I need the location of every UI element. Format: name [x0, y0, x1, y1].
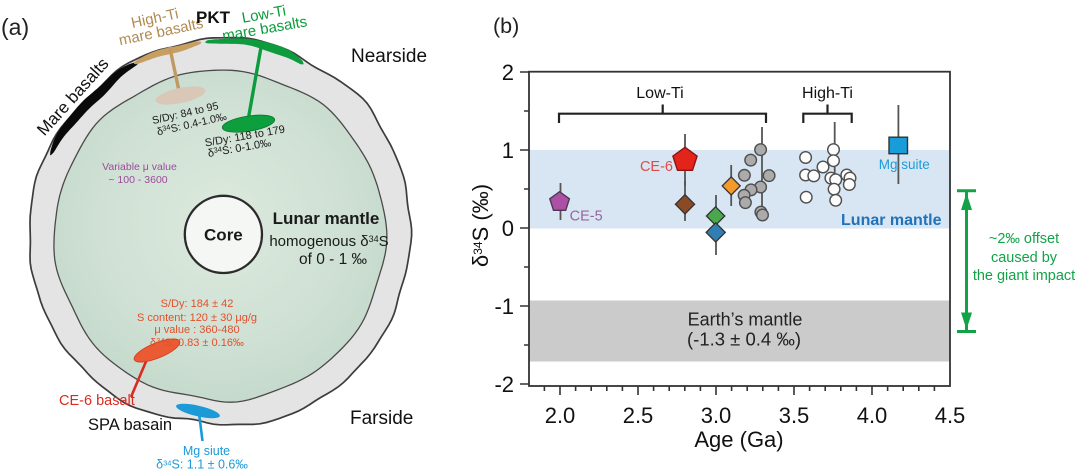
svg-text:Earth’s mantle: Earth’s mantle: [688, 310, 803, 330]
svg-text:4.0: 4.0: [857, 403, 888, 428]
svg-text:homogenous δ34S: homogenous δ34S: [269, 233, 388, 250]
svg-text:δ34S (‰): δ34S (‰): [468, 184, 493, 267]
svg-text:-1: -1: [494, 294, 514, 319]
svg-text:4.5: 4.5: [935, 403, 966, 428]
svg-text:(b): (b): [493, 14, 519, 38]
svg-text:SPA basain: SPA basain: [88, 416, 172, 434]
svg-text:1: 1: [502, 138, 514, 163]
svg-text:Lunar mantle: Lunar mantle: [273, 209, 380, 228]
svg-text:PKT: PKT: [196, 8, 231, 27]
svg-text:2.5: 2.5: [623, 403, 654, 428]
svg-text:δ34S: 0.83 ± 0.16‰: δ34S: 0.83 ± 0.16‰: [150, 336, 244, 349]
svg-text:(a): (a): [1, 14, 29, 40]
svg-text:Lunar mantle: Lunar mantle: [841, 212, 942, 229]
svg-text:CE-6: CE-6: [640, 159, 673, 175]
svg-text:Nearside: Nearside: [351, 46, 427, 67]
svg-text:High-Ti: High-Ti: [802, 85, 853, 102]
svg-text:S/Dy: 184 ± 42: S/Dy: 184 ± 42: [161, 298, 234, 310]
svg-text:(-1.3 ± 0.4 ‰): (-1.3 ± 0.4 ‰): [687, 329, 801, 350]
svg-text:S content: 120 ± 30 μg/g: S content: 120 ± 30 μg/g: [137, 312, 257, 324]
svg-text:-2: -2: [494, 372, 514, 397]
svg-text:CE-5: CE-5: [570, 209, 603, 225]
svg-text:3.0: 3.0: [701, 403, 732, 428]
svg-text:Mg siute: Mg siute: [183, 444, 230, 458]
svg-text:μ value : 360-480: μ value : 360-480: [154, 324, 239, 336]
svg-text:Core: Core: [204, 226, 243, 245]
svg-text:Farside: Farside: [350, 408, 413, 429]
svg-text:CE-6 basalt: CE-6 basalt: [59, 393, 135, 409]
svg-text:2: 2: [502, 60, 514, 85]
svg-text:Variable μ value: Variable μ value: [102, 161, 177, 173]
svg-text:Low-Ti: Low-Ti: [636, 85, 683, 102]
svg-text:of 0 - 1 ‰: of 0 - 1 ‰: [299, 251, 368, 268]
svg-text:~ 100 - 3600: ~ 100 - 3600: [108, 174, 167, 186]
svg-text:0: 0: [502, 216, 514, 241]
svg-text:~2‰ offset: ~2‰ offset: [989, 231, 1059, 247]
svg-text:Age (Ga): Age (Ga): [694, 427, 783, 452]
svg-text:2.0: 2.0: [545, 403, 576, 428]
svg-text:caused by: caused by: [991, 250, 1058, 266]
svg-text:Mg suite: Mg suite: [879, 157, 930, 172]
svg-text:the giant impact: the giant impact: [973, 268, 1075, 284]
svg-text:3.5: 3.5: [779, 403, 810, 428]
svg-text:δ34S: 1.1 ± 0.6‰: δ34S: 1.1 ± 0.6‰: [156, 458, 248, 472]
